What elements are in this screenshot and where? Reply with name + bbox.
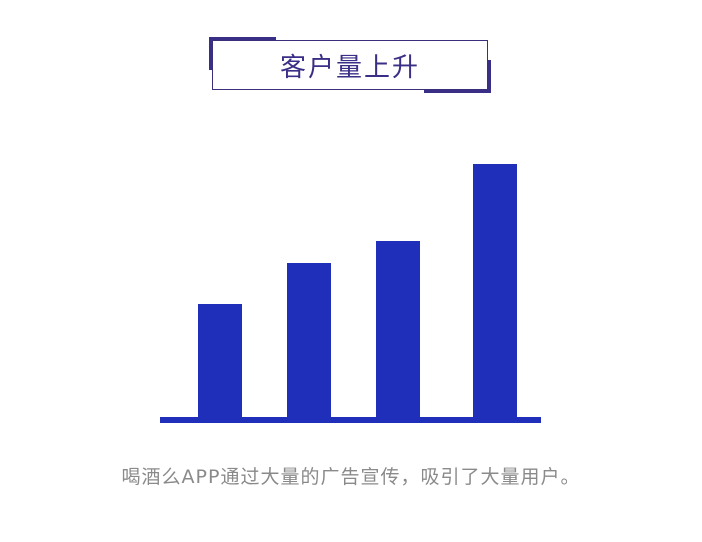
chart-title: 客户量上升 bbox=[279, 52, 420, 83]
title-box: 客户量上升 bbox=[209, 37, 491, 93]
x-axis-baseline bbox=[160, 417, 541, 423]
bar-4 bbox=[473, 164, 517, 419]
bar-2 bbox=[287, 263, 331, 419]
bar-3 bbox=[376, 241, 420, 419]
bar-1 bbox=[198, 304, 242, 419]
caption: 喝酒么APP通过大量的广告宣传，吸引了大量用户。 bbox=[121, 466, 581, 488]
